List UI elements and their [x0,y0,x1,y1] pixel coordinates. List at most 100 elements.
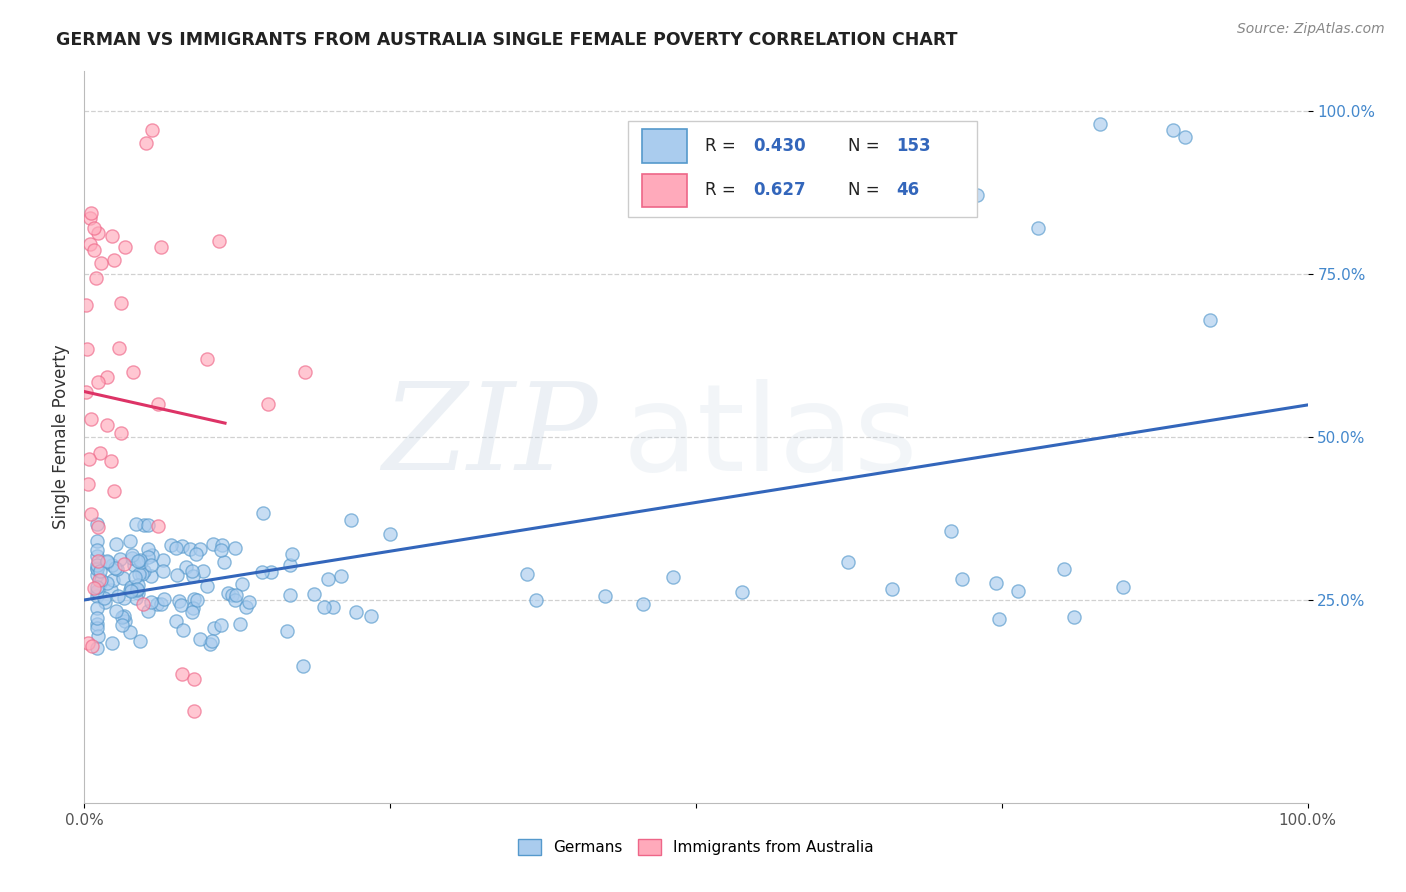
Point [165,541,187,555]
Point [96,554,118,568]
Point [112,591,135,605]
Point [183,592,205,607]
Point [87,629,110,643]
Point [330,569,353,583]
Point [105,561,128,575]
Point [75,298,97,312]
Point [179,541,201,556]
Point [153,592,176,607]
Point [104,604,127,618]
Text: atlas: atlas [623,378,918,496]
Y-axis label: Single Female Poverty: Single Female Poverty [52,345,70,529]
Point [136,604,159,618]
Point [87,520,110,534]
Point [1088,117,1111,131]
Point [172,667,194,681]
Point [202,536,225,550]
Point [201,634,224,648]
Point [278,558,301,572]
Point [132,517,155,532]
Point [198,638,221,652]
Point [125,591,148,606]
Point [731,585,754,599]
Point [516,567,538,582]
Point [188,632,211,647]
Point [128,553,150,567]
Point [1198,312,1220,326]
Text: R =: R = [704,136,741,155]
Point [122,558,145,572]
Point [1028,221,1050,235]
Point [188,542,211,557]
Point [316,573,339,587]
Point [110,296,132,310]
Point [135,136,157,151]
Point [101,229,124,244]
Point [90,256,112,270]
Point [181,605,204,619]
Point [280,547,302,561]
Point [208,234,231,248]
Point [111,610,134,624]
Point [86,640,108,655]
Point [235,600,257,615]
Point [110,425,132,440]
Point [131,556,153,570]
Text: N =: N = [848,181,884,199]
Point [103,483,125,498]
Point [260,565,283,579]
Point [120,584,142,599]
Point [939,524,962,539]
Point [131,566,153,581]
Point [211,538,233,552]
Point [882,582,904,596]
Point [86,561,108,575]
Point [112,557,135,571]
Point [103,252,125,267]
Text: 153: 153 [897,136,931,155]
Point [80,205,103,219]
Point [79,211,101,225]
Text: 46: 46 [897,181,920,199]
Point [322,600,344,615]
Point [86,621,108,635]
Text: 0.430: 0.430 [754,136,806,155]
Point [139,568,162,582]
Point [292,658,315,673]
Point [112,609,135,624]
Point [1174,129,1197,144]
Point [120,533,142,548]
Point [90,574,112,588]
Point [167,594,190,608]
Point [122,365,145,379]
Point [662,570,685,584]
Point [86,567,108,582]
Point [169,598,191,612]
Point [86,580,108,594]
Point [181,600,204,615]
Point [276,624,298,638]
Point [238,595,260,609]
Point [114,239,136,253]
Point [221,588,243,602]
Point [84,271,107,285]
Point [79,237,101,252]
Point [183,672,205,686]
Point [96,418,118,433]
Point [127,554,149,568]
Legend: Germans, Immigrants from Australia: Germans, Immigrants from Australia [512,833,880,861]
Text: 0.627: 0.627 [754,181,806,199]
Point [225,588,247,602]
Point [217,585,239,599]
Point [224,593,246,607]
Point [112,571,135,585]
Point [96,555,118,569]
Point [120,580,142,594]
Point [344,605,367,619]
Point [93,591,115,605]
Point [202,621,225,635]
Point [86,617,108,632]
Text: ZIP: ZIP [382,378,598,496]
Point [166,568,188,582]
Point [312,600,335,615]
